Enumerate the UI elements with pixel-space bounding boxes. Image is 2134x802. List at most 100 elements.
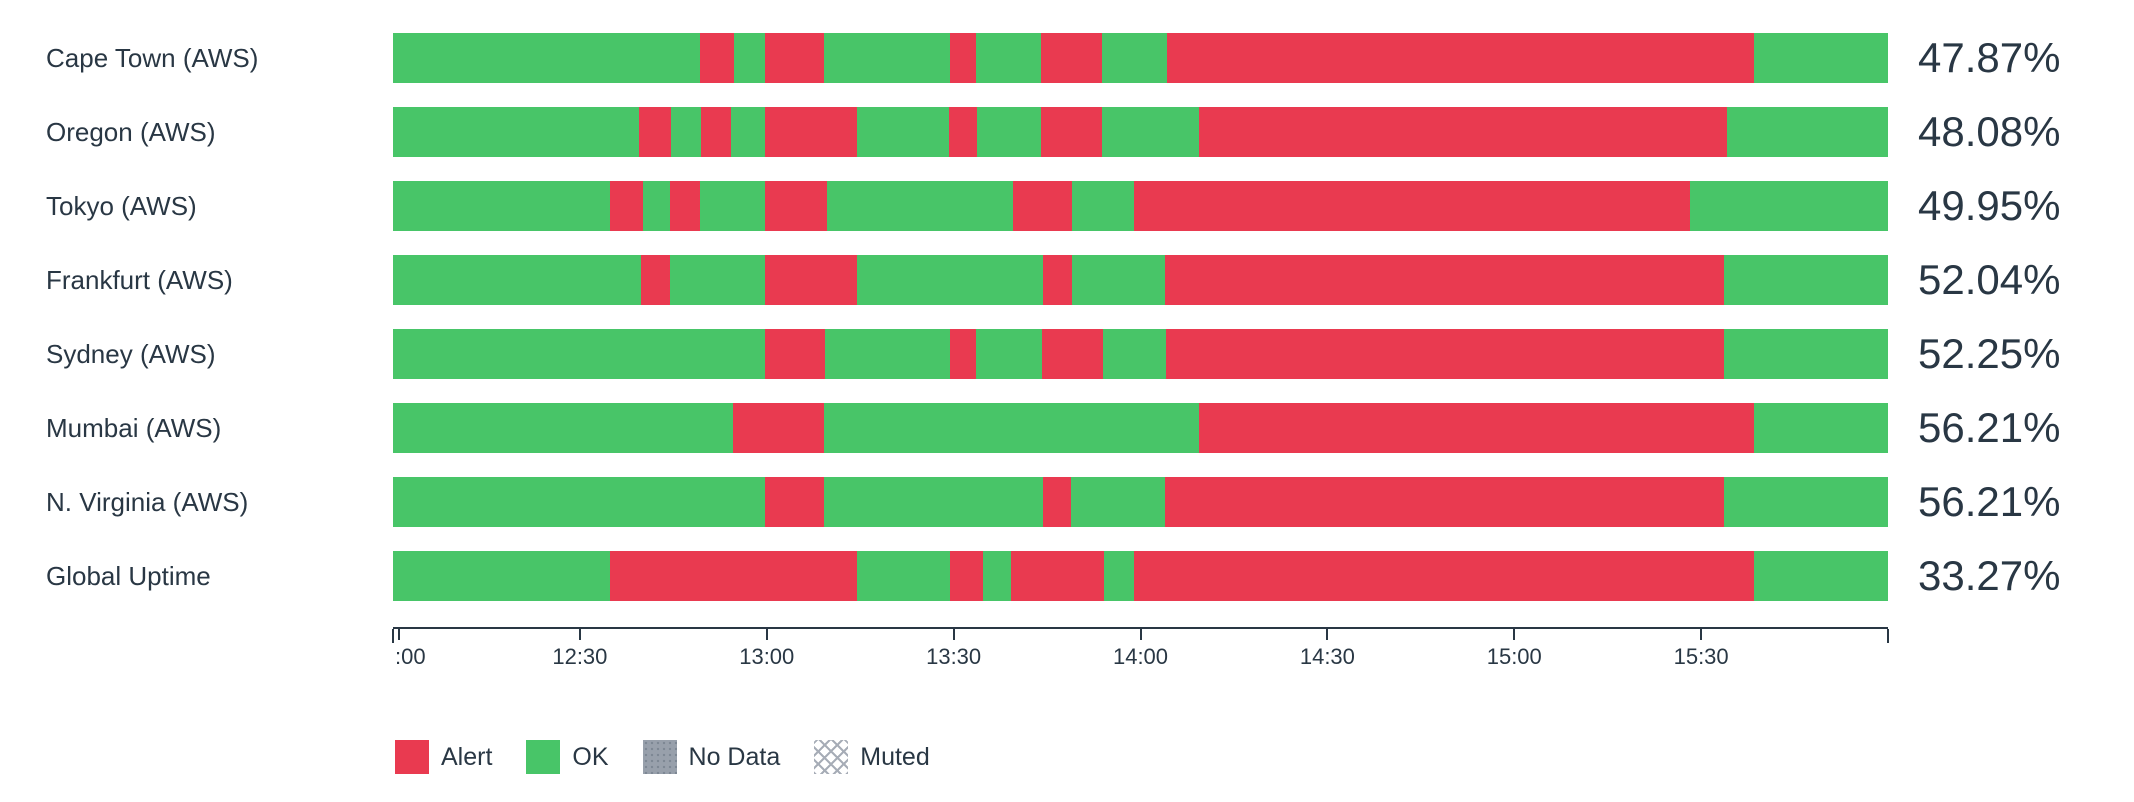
segment-ok[interactable]: [393, 255, 641, 305]
segment-ok[interactable]: [1754, 33, 1888, 83]
segment-alert[interactable]: [1043, 477, 1071, 527]
segment-alert[interactable]: [764, 255, 858, 305]
uptime-value: 48.08%: [1918, 108, 2061, 155]
segment-ok[interactable]: [393, 403, 734, 453]
segment-ok[interactable]: [700, 181, 765, 231]
segment-alert[interactable]: [764, 181, 827, 231]
segment-ok[interactable]: [824, 329, 950, 379]
row-label: Tokyo (AWS): [46, 190, 197, 221]
segment-ok[interactable]: [670, 255, 765, 305]
legend-label: OK: [572, 742, 609, 771]
segment-ok[interactable]: [1723, 255, 1888, 305]
axis-tick-label: 12:30: [552, 644, 608, 669]
segment-ok[interactable]: [1723, 329, 1888, 379]
segment-ok[interactable]: [857, 255, 1044, 305]
segment-ok[interactable]: [1689, 181, 1888, 231]
segment-alert[interactable]: [669, 181, 701, 231]
segment-alert[interactable]: [1166, 329, 1724, 379]
uptime-value: 56.21%: [1918, 478, 2061, 525]
segment-ok[interactable]: [857, 551, 950, 601]
segment-ok[interactable]: [393, 329, 765, 379]
legend-label: No Data: [688, 742, 781, 771]
row-label: Sydney (AWS): [46, 338, 216, 369]
segment-ok[interactable]: [671, 107, 701, 157]
segment-alert[interactable]: [1042, 329, 1104, 379]
segment-alert[interactable]: [1165, 255, 1724, 305]
segment-alert[interactable]: [1198, 403, 1755, 453]
segment-ok[interactable]: [823, 477, 1044, 527]
segment-ok[interactable]: [824, 403, 1199, 453]
muted-swatch-icon: [814, 740, 849, 774]
segment-alert[interactable]: [610, 551, 858, 601]
segment-ok[interactable]: [983, 551, 1011, 601]
segment-ok[interactable]: [1726, 107, 1888, 157]
segment-alert[interactable]: [1133, 551, 1755, 601]
segment-alert[interactable]: [610, 181, 643, 231]
segment-ok[interactable]: [1071, 181, 1134, 231]
segment-ok[interactable]: [1103, 329, 1167, 379]
status-bar: [393, 255, 1888, 305]
segment-ok[interactable]: [823, 33, 950, 83]
row-label: Oregon (AWS): [46, 116, 216, 147]
legend-item-no_data[interactable]: No Data: [642, 740, 781, 774]
segment-ok[interactable]: [642, 181, 670, 231]
legend-label: Alert: [441, 742, 493, 771]
segment-ok[interactable]: [826, 181, 1013, 231]
segment-alert[interactable]: [764, 107, 858, 157]
segment-ok[interactable]: [1102, 33, 1168, 83]
segment-ok[interactable]: [734, 33, 765, 83]
axis-tick-label: 13:00: [739, 644, 795, 669]
segment-alert[interactable]: [764, 477, 824, 527]
segment-alert[interactable]: [700, 107, 732, 157]
segment-alert[interactable]: [764, 329, 825, 379]
segment-alert[interactable]: [949, 551, 984, 601]
segment-ok[interactable]: [1754, 403, 1888, 453]
segment-ok[interactable]: [393, 181, 611, 231]
segment-ok[interactable]: [393, 551, 611, 601]
segment-alert[interactable]: [764, 33, 824, 83]
segment-alert[interactable]: [1043, 255, 1072, 305]
segment-alert[interactable]: [733, 403, 824, 453]
segment-ok[interactable]: [857, 107, 949, 157]
segment-alert[interactable]: [1165, 477, 1724, 527]
segment-alert[interactable]: [640, 255, 671, 305]
segment-ok[interactable]: [1754, 551, 1888, 601]
segment-alert[interactable]: [1010, 551, 1105, 601]
row-label: Cape Town (AWS): [46, 42, 259, 73]
axis-tick: [1700, 629, 1703, 640]
row-label: N. Virginia (AWS): [46, 486, 249, 517]
row-label: Global Uptime: [46, 560, 211, 591]
segment-alert[interactable]: [638, 107, 672, 157]
axis-tick: [1513, 629, 1516, 640]
segment-alert[interactable]: [1133, 181, 1690, 231]
segment-alert[interactable]: [949, 33, 976, 83]
segment-ok[interactable]: [393, 33, 701, 83]
alert-swatch-icon: [395, 740, 429, 774]
segment-ok[interactable]: [393, 107, 639, 157]
segment-ok[interactable]: [1070, 477, 1166, 527]
segment-ok[interactable]: [1102, 107, 1199, 157]
segment-ok[interactable]: [1104, 551, 1134, 601]
segment-alert[interactable]: [1041, 33, 1103, 83]
axis-start-cap: [392, 629, 394, 643]
segment-ok[interactable]: [393, 477, 765, 527]
segment-ok[interactable]: [975, 33, 1042, 83]
segment-ok[interactable]: [976, 329, 1043, 379]
axis-tick-label: :00: [395, 644, 426, 669]
segment-ok[interactable]: [731, 107, 765, 157]
legend-item-alert[interactable]: Alert: [395, 740, 492, 774]
segment-alert[interactable]: [1041, 107, 1103, 157]
segment-ok[interactable]: [1071, 255, 1166, 305]
segment-ok[interactable]: [977, 107, 1042, 157]
axis-tick-label: 13:30: [926, 644, 982, 669]
legend-item-ok[interactable]: OK: [526, 740, 609, 774]
segment-alert[interactable]: [949, 329, 977, 379]
segment-alert[interactable]: [1012, 181, 1072, 231]
segment-alert[interactable]: [1198, 107, 1727, 157]
legend-item-muted[interactable]: Muted: [814, 740, 930, 774]
segment-alert[interactable]: [948, 107, 978, 157]
segment-ok[interactable]: [1723, 477, 1888, 527]
segment-alert[interactable]: [700, 33, 735, 83]
segment-alert[interactable]: [1167, 33, 1755, 83]
axis-tick: [1326, 629, 1329, 640]
